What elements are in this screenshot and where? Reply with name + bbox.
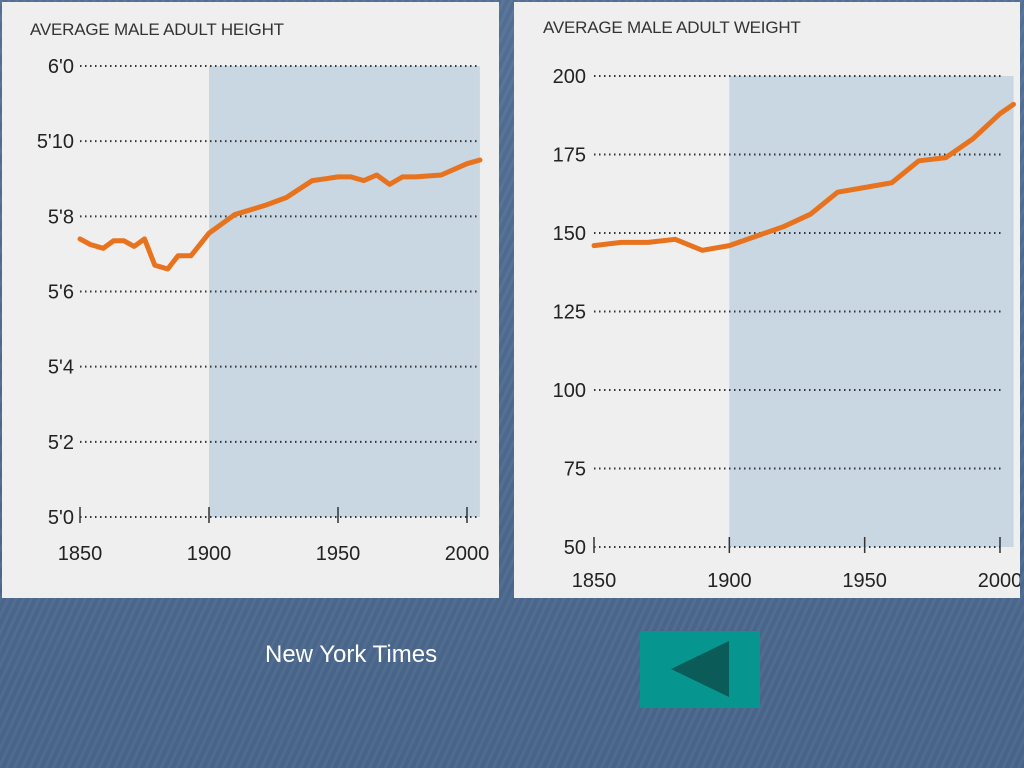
- weight-chart-title: AVERAGE MALE ADULT WEIGHT: [543, 18, 801, 37]
- height-y-tick-label: 5'8: [48, 206, 74, 228]
- left-triangle-icon: [671, 641, 729, 697]
- weight-chart: 50 75 100 125 150 175 200 1850 1900 1950 2000: [553, 66, 1020, 592]
- height-chart: 5'0 5'2 5'4 5'6 5'8 5'10 6'0 1850 1900 1950 2000: [37, 56, 490, 565]
- height-y-tick-label: 5'0: [48, 507, 74, 529]
- weight-y-tick-label: 75: [564, 459, 586, 481]
- height-x-tick-label: 2000: [445, 543, 490, 565]
- weight-y-tick-label: 100: [553, 380, 586, 402]
- height-series-line: [77, 157, 483, 272]
- weight-shaded-region: [729, 76, 1014, 547]
- back-button[interactable]: [640, 631, 760, 708]
- height-y-tick-label: 6'0: [48, 56, 74, 78]
- weight-x-tick-label: 1850: [572, 570, 617, 592]
- weight-chart-panel: AVERAGE MALE ADULT WEIGHT 50 75 100 125 150 1…: [514, 2, 1020, 598]
- height-y-tick-label: 5'10: [37, 131, 74, 153]
- weight-x-tick-label: 1900: [707, 570, 752, 592]
- height-y-tick-label: 5'2: [48, 432, 74, 454]
- weight-x-tick-label: 1950: [842, 570, 887, 592]
- height-x-tick-label: 1850: [58, 543, 103, 565]
- height-y-tick-label: 5'4: [48, 357, 74, 379]
- height-x-tick-label: 1900: [187, 543, 232, 565]
- height-chart-panel: AVERAGE MALE ADULT HEIGHT 5'0 5'2 5'4 5'6 5'…: [2, 2, 499, 598]
- weight-x-tick-label: 2000: [978, 570, 1020, 592]
- weight-y-tick-label: 175: [553, 145, 586, 167]
- weight-y-tick-label: 150: [553, 223, 586, 245]
- weight-series-line: [591, 101, 1016, 253]
- height-y-tick-label: 5'6: [48, 282, 74, 304]
- height-chart-title: AVERAGE MALE ADULT HEIGHT: [30, 20, 284, 39]
- weight-y-tick-label: 125: [553, 302, 586, 324]
- height-x-tick-label: 1950: [316, 543, 361, 565]
- weight-y-tick-label: 50: [564, 537, 586, 559]
- source-credit: New York Times: [265, 641, 438, 668]
- weight-y-tick-label: 200: [553, 66, 586, 88]
- height-shaded-region: [209, 66, 480, 517]
